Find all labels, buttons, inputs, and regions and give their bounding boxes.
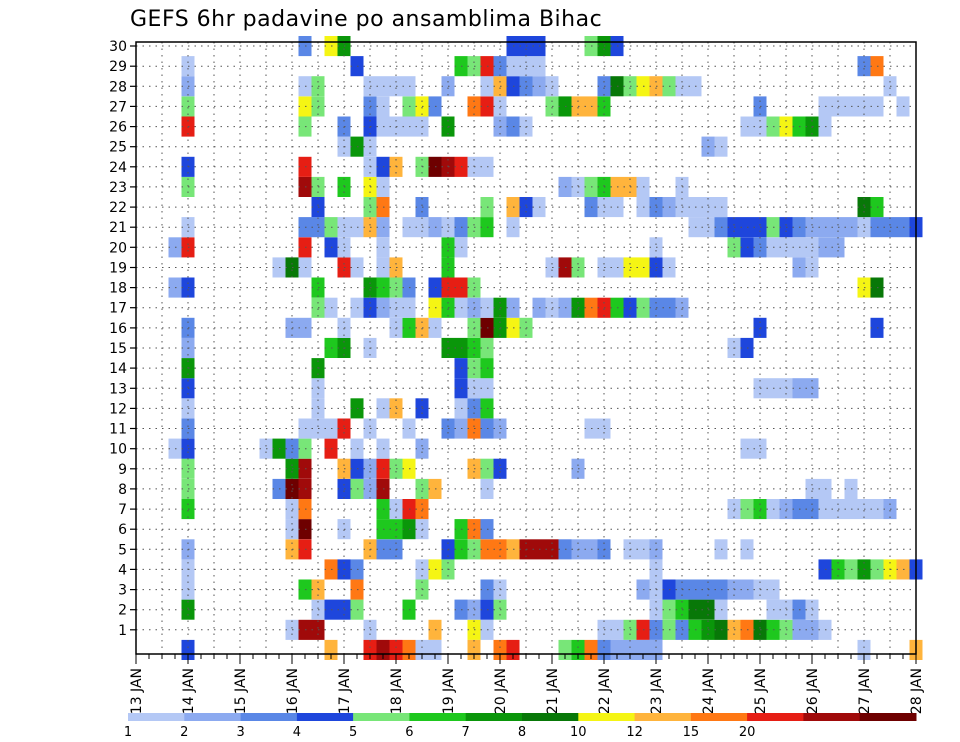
y-tick-label: 7 — [118, 502, 127, 518]
colorbar-swatch — [409, 713, 467, 721]
heatmap-cell — [857, 639, 871, 660]
x-tick-label: 22 JAN — [597, 668, 613, 714]
y-tick-label: 30 — [109, 39, 127, 55]
colorbar-swatch — [296, 713, 354, 721]
y-tick-label: 8 — [118, 482, 127, 498]
colorbar-tick-label: 12 — [626, 725, 643, 740]
colorbar-tick-label: 15 — [683, 725, 700, 740]
y-tick-label: 5 — [118, 542, 127, 558]
colorbar-tick-label: 8 — [518, 725, 526, 740]
y-tick-label: 26 — [109, 120, 127, 136]
heatmap-cell — [584, 639, 598, 660]
y-axis-ticks: 1234567891011121314151617181920212223242… — [109, 39, 136, 639]
x-tick-label: 25 JAN — [753, 668, 769, 714]
colorbar-tick-label: 1 — [124, 725, 132, 740]
heatmap-cell — [558, 639, 572, 660]
y-tick-label: 25 — [109, 140, 127, 156]
heatmap-cell — [428, 639, 442, 660]
y-tick-label: 20 — [109, 240, 127, 256]
colorbar-swatch — [128, 713, 185, 721]
y-tick-label: 6 — [118, 522, 127, 538]
x-tick-label: 28 JAN — [909, 668, 925, 714]
heatmap-cell — [181, 639, 195, 660]
heatmap-cell — [506, 639, 520, 660]
x-tick-label: 21 JAN — [545, 668, 561, 714]
colorbar-swatch — [465, 713, 523, 721]
y-tick-label: 2 — [118, 603, 127, 619]
y-tick-label: 11 — [109, 422, 127, 438]
heatmap-cell — [389, 639, 403, 660]
y-tick-label: 3 — [118, 583, 127, 599]
y-tick-label: 27 — [109, 99, 127, 115]
chart-title: GEFS 6hr padavine po ansamblima Bihac — [130, 7, 602, 32]
heatmap-cell — [493, 639, 507, 660]
x-tick-label: 15 JAN — [233, 668, 249, 714]
colorbar-swatch — [859, 713, 917, 721]
heatmap-cell — [571, 639, 585, 660]
heatmap-cell — [363, 639, 377, 660]
heatmap-cell — [623, 639, 637, 660]
y-tick-label: 28 — [109, 79, 127, 95]
colorbar-tick-label: 7 — [462, 725, 470, 740]
x-tick-label: 16 JAN — [285, 668, 301, 714]
heatmap-cell — [610, 639, 624, 660]
y-tick-label: 18 — [109, 281, 127, 297]
y-tick-label: 12 — [109, 401, 127, 417]
colorbar-tick-label: 3 — [236, 725, 244, 740]
y-tick-label: 29 — [109, 59, 127, 75]
x-tick-label: 27 JAN — [857, 668, 873, 714]
y-tick-label: 15 — [109, 341, 127, 357]
x-tick-label: 19 JAN — [441, 668, 457, 714]
x-tick-label: 20 JAN — [493, 668, 509, 714]
y-tick-label: 24 — [109, 160, 127, 176]
x-axis-ticks: 13 JAN 14 JAN 15 JAN 16 JAN 17 JAN 18 JAN 19 J… — [129, 654, 925, 714]
colorbar-tick-label: 5 — [349, 725, 357, 740]
colorbar-swatch — [240, 713, 298, 721]
colorbar-tick-label: 4 — [293, 725, 301, 740]
heatmap-cell — [415, 639, 429, 660]
colorbar-swatch — [747, 713, 804, 721]
y-tick-label: 19 — [109, 261, 127, 277]
colorbar-swatch — [353, 713, 410, 721]
y-tick-label: 4 — [118, 562, 127, 578]
colorbar-tick-label: 2 — [180, 725, 188, 740]
y-tick-label: 10 — [109, 442, 127, 458]
colorbar-tick-label: 10 — [570, 725, 587, 740]
colorbar-tick-label: 20 — [739, 725, 756, 740]
colorbar-tick-label: 6 — [405, 725, 413, 740]
x-tick-label: 26 JAN — [805, 668, 821, 714]
y-tick-label: 1 — [118, 623, 127, 639]
y-tick-label: 14 — [109, 361, 127, 377]
heatmap-cell — [597, 639, 611, 660]
y-tick-label: 23 — [109, 180, 127, 196]
y-tick-label: 9 — [118, 462, 127, 478]
colorbar-swatch — [690, 713, 748, 721]
heatmap-cell — [649, 639, 663, 660]
heatmap-cell — [402, 639, 416, 660]
heatmap-cell — [324, 639, 338, 660]
x-tick-label: 17 JAN — [337, 668, 353, 714]
colorbar-swatch — [634, 713, 692, 721]
x-tick-label: 18 JAN — [389, 668, 405, 714]
heatmap-cell — [467, 639, 481, 660]
colorbar-swatch — [803, 713, 861, 721]
heatmap-cell — [376, 639, 390, 660]
colorbar-swatch — [578, 713, 636, 721]
y-tick-label: 22 — [109, 200, 127, 216]
colorbar-legend: 1 2 3 4 5 6 7 8 10 12 15 20 — [124, 713, 917, 740]
heatmap-cell — [636, 639, 650, 660]
x-tick-label: 23 JAN — [649, 668, 665, 714]
y-tick-label: 21 — [109, 220, 127, 236]
colorbar-swatch — [522, 713, 579, 721]
colorbar-swatch — [184, 713, 242, 721]
dotted-grid — [135, 42, 917, 654]
x-tick-label: 13 JAN — [129, 668, 145, 714]
x-tick-label: 14 JAN — [181, 668, 197, 714]
y-tick-label: 17 — [109, 301, 127, 317]
x-tick-label: 24 JAN — [701, 668, 717, 714]
y-tick-label: 16 — [109, 321, 127, 337]
y-tick-label: 13 — [109, 381, 127, 397]
